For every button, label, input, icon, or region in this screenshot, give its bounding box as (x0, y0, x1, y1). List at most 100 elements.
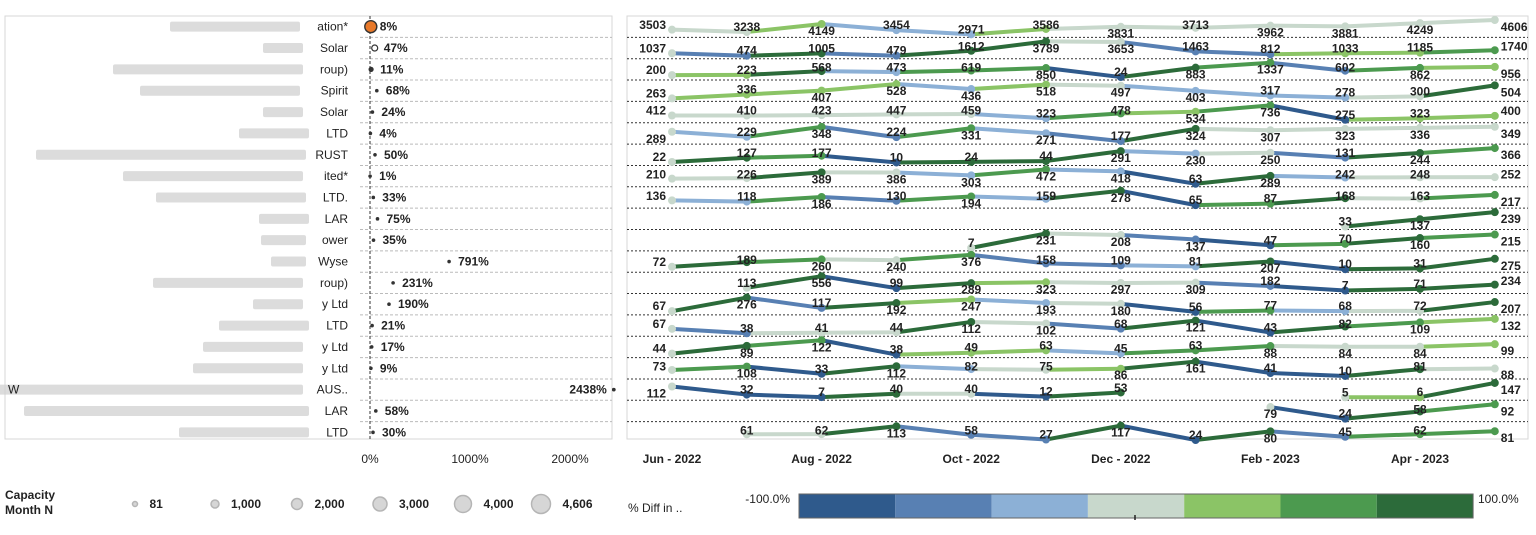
series-point[interactable] (1042, 165, 1050, 174)
series-point[interactable] (1266, 403, 1275, 412)
series-point[interactable] (1490, 81, 1499, 90)
series-point[interactable] (967, 295, 976, 304)
value-dot[interactable] (370, 110, 375, 114)
series-point[interactable] (668, 365, 676, 374)
series-point[interactable] (1266, 171, 1275, 180)
series-point[interactable] (1341, 414, 1350, 423)
series-point[interactable] (892, 51, 901, 60)
series-point[interactable] (1266, 91, 1275, 100)
series-point[interactable] (668, 307, 676, 316)
series-point[interactable] (967, 192, 976, 201)
series-point[interactable] (817, 67, 826, 76)
series-point[interactable] (1266, 21, 1275, 30)
series-point[interactable] (668, 382, 676, 391)
series-point[interactable] (817, 430, 826, 439)
series-point[interactable] (1042, 365, 1050, 374)
series-point[interactable] (1191, 262, 1200, 271)
series-point[interactable] (1191, 357, 1200, 366)
series-point[interactable] (1490, 46, 1499, 55)
series-point[interactable] (742, 174, 751, 183)
series-point[interactable] (1266, 369, 1275, 378)
series-point[interactable] (1266, 328, 1275, 337)
series-point[interactable] (1416, 149, 1424, 158)
series-point[interactable] (1266, 306, 1275, 315)
series-point[interactable] (1341, 371, 1350, 380)
value-dot[interactable] (375, 88, 379, 93)
series-point[interactable] (1191, 149, 1200, 158)
series-point[interactable] (1416, 114, 1424, 123)
series-point[interactable] (742, 362, 751, 371)
value-dot[interactable] (387, 302, 391, 307)
series-point[interactable] (1416, 173, 1424, 182)
series-point[interactable] (1416, 365, 1424, 374)
series-point[interactable] (1191, 316, 1200, 325)
series-point[interactable] (742, 90, 751, 99)
series-point[interactable] (1191, 107, 1200, 116)
series-point[interactable] (892, 110, 901, 119)
series-point[interactable] (1416, 215, 1424, 224)
series-point[interactable] (1191, 346, 1200, 355)
series-point[interactable] (1416, 63, 1424, 72)
series-point[interactable] (1266, 427, 1275, 436)
series-point[interactable] (668, 94, 676, 103)
series-point[interactable] (1416, 407, 1424, 416)
value-dot[interactable] (371, 238, 376, 242)
value-dot[interactable] (373, 152, 377, 157)
series-point[interactable] (892, 328, 901, 337)
series-point[interactable] (967, 30, 976, 39)
series-point[interactable] (1116, 278, 1125, 287)
series-point[interactable] (1042, 64, 1050, 73)
series-point[interactable] (1416, 92, 1424, 101)
series-point[interactable] (1490, 378, 1499, 387)
series-point[interactable] (668, 111, 676, 120)
series-point[interactable] (1341, 66, 1350, 75)
series-point[interactable] (967, 348, 976, 357)
series-point[interactable] (1116, 364, 1125, 373)
series-point[interactable] (892, 350, 901, 359)
series-point[interactable] (1042, 37, 1050, 46)
series-point[interactable] (1266, 241, 1275, 250)
value-dot[interactable] (371, 44, 379, 52)
series-point[interactable] (1490, 400, 1499, 409)
series-point[interactable] (1490, 364, 1499, 373)
series-point[interactable] (1490, 16, 1499, 24)
series-point[interactable] (1341, 93, 1350, 102)
series-point[interactable] (1266, 148, 1275, 157)
series-point[interactable] (1042, 319, 1050, 328)
series-point[interactable] (1416, 234, 1424, 243)
series-point[interactable] (1191, 278, 1200, 287)
series-point[interactable] (1490, 254, 1499, 263)
series-point[interactable] (1116, 167, 1125, 176)
series-point[interactable] (742, 28, 751, 37)
series-point[interactable] (892, 80, 901, 89)
value-dot[interactable] (368, 131, 373, 136)
value-dot[interactable] (371, 195, 376, 200)
series-point[interactable] (817, 255, 826, 264)
series-point[interactable] (1116, 324, 1125, 333)
series-point[interactable] (1416, 430, 1424, 439)
series-point[interactable] (1341, 173, 1350, 182)
series-point[interactable] (967, 389, 976, 398)
series-point[interactable] (1116, 421, 1125, 430)
series-point[interactable] (1341, 22, 1350, 31)
value-dot[interactable] (375, 217, 380, 221)
value-dot[interactable] (368, 174, 372, 178)
series-point[interactable] (742, 197, 751, 206)
series-point[interactable] (1490, 208, 1499, 217)
series-point[interactable] (1341, 432, 1350, 441)
highlighted-value-dot[interactable] (364, 19, 378, 34)
series-point[interactable] (892, 168, 901, 177)
series-point[interactable] (1341, 49, 1350, 58)
series-point[interactable] (668, 174, 676, 183)
series-point[interactable] (817, 369, 826, 378)
series-point[interactable] (1266, 50, 1275, 59)
series-point[interactable] (1490, 122, 1499, 131)
series-point[interactable] (1416, 318, 1424, 327)
series-point[interactable] (1116, 299, 1125, 308)
series-point[interactable] (1042, 278, 1050, 287)
series-point[interactable] (1341, 115, 1350, 124)
series-point[interactable] (1042, 157, 1050, 166)
series-point[interactable] (1191, 23, 1200, 32)
series-point[interactable] (892, 26, 901, 35)
series-point[interactable] (668, 324, 676, 333)
